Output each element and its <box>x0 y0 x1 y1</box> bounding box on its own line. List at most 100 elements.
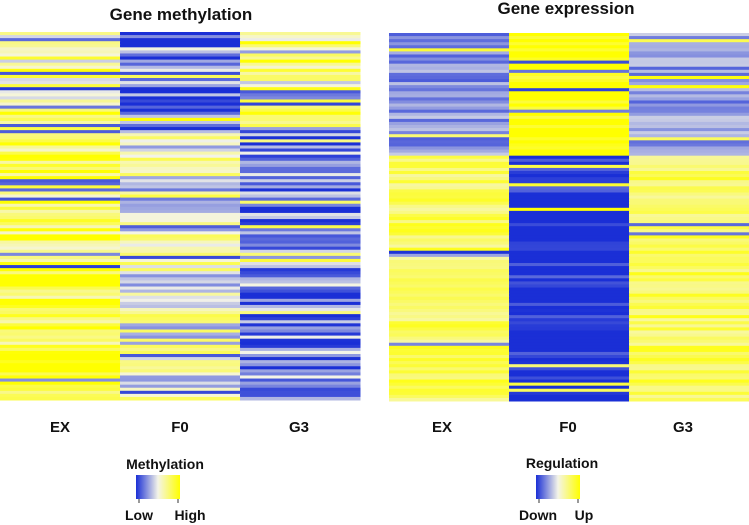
heatmap-cell <box>0 317 121 321</box>
heatmap-cell <box>509 94 630 98</box>
heatmap-cell <box>0 258 121 263</box>
heatmap-cell <box>0 384 121 389</box>
heatmap-cell <box>509 213 630 218</box>
heatmap-cell <box>629 118 749 123</box>
heatmap-cell <box>629 75 749 80</box>
heatmap-cell <box>509 287 630 292</box>
heatmap-cell <box>389 140 510 144</box>
heatmap-cell <box>0 381 121 386</box>
heatmap-cell <box>629 134 749 138</box>
heatmap-cell <box>120 222 241 226</box>
heatmap-cell <box>240 298 361 303</box>
heatmap-cell <box>509 75 630 80</box>
heatmap-cell <box>0 357 121 361</box>
heatmap-cell <box>0 341 121 346</box>
heatmap-cell <box>509 106 630 111</box>
heatmap-cell <box>509 305 630 310</box>
heatmap-cell <box>0 163 121 168</box>
heatmap-cell <box>509 220 630 224</box>
heatmap-cell <box>120 32 241 36</box>
heatmap-cell <box>0 314 121 318</box>
heatmap-cell <box>509 269 630 273</box>
heatmap-cell <box>389 361 510 365</box>
heatmap-cell <box>389 60 510 65</box>
heatmap-cell <box>509 309 630 313</box>
heatmap-cell <box>0 188 121 192</box>
heatmap-cell <box>240 127 361 131</box>
heatmap-cell <box>240 170 361 174</box>
heatmap-cell <box>0 222 121 226</box>
heatmap-cell <box>0 120 121 125</box>
heatmap-cell <box>240 329 361 334</box>
heatmap-cell <box>629 57 749 62</box>
heatmap-cell <box>120 117 241 122</box>
heatmap-cell <box>0 304 121 309</box>
heatmap-cell <box>120 363 241 367</box>
heatmap-cell <box>509 82 630 86</box>
heatmap-cell <box>509 183 630 187</box>
heatmap-cell <box>0 372 121 376</box>
heatmap-cell <box>389 167 510 172</box>
heatmap-cell <box>0 338 121 343</box>
expression-col-f0: F0 <box>559 419 577 436</box>
heatmap-cell <box>120 249 241 254</box>
heatmap-cell <box>120 387 241 392</box>
heatmap-cell <box>389 312 510 316</box>
heatmap-cell <box>0 96 121 100</box>
heatmap-cell <box>120 262 241 266</box>
heatmap-cell <box>389 364 510 368</box>
heatmap-cell <box>120 366 241 370</box>
heatmap-cell <box>509 266 630 270</box>
heatmap-cell <box>120 237 241 242</box>
heatmap-cell <box>629 385 749 390</box>
heatmap-cell <box>240 179 361 183</box>
heatmap-cell <box>240 393 361 398</box>
heatmap-cell <box>120 295 241 300</box>
heatmap-cell <box>389 33 510 37</box>
heatmap-cell <box>509 164 630 169</box>
heatmap-cell <box>629 72 749 77</box>
heatmap-cell <box>629 238 749 243</box>
heatmap-cell <box>389 204 510 209</box>
heatmap-cell <box>240 209 361 214</box>
heatmap-cell <box>240 44 361 48</box>
heatmap-cell <box>0 136 121 140</box>
heatmap-cell <box>0 53 121 58</box>
heatmap-cell <box>389 112 510 117</box>
heatmap-cell <box>629 109 749 114</box>
heatmap-cell <box>509 284 630 289</box>
heatmap-cell <box>509 256 630 261</box>
heatmap-cell <box>629 256 749 261</box>
heatmap-cell <box>120 286 241 291</box>
heatmap-cell <box>240 71 361 76</box>
heatmap-cell <box>240 188 361 192</box>
heatmap-cell <box>389 137 510 141</box>
heatmap-cell <box>120 240 241 245</box>
expression-legend-up: Up <box>575 507 594 523</box>
heatmap-cell <box>389 51 510 55</box>
heatmap-cell <box>389 85 510 89</box>
heatmap-cell <box>0 246 121 251</box>
heatmap-cell <box>629 54 749 59</box>
heatmap-cell <box>509 161 630 166</box>
heatmap-cell <box>0 151 121 156</box>
heatmap-cell <box>120 127 241 131</box>
heatmap-cell <box>509 36 630 40</box>
heatmap-cell <box>629 391 749 396</box>
heatmap-cell <box>389 134 510 138</box>
heatmap-cell <box>120 369 241 373</box>
heatmap-cell <box>389 106 510 111</box>
heatmap-cell <box>629 223 749 227</box>
heatmap-cell <box>120 44 241 48</box>
heatmap-cell <box>120 145 241 150</box>
heatmap-cell <box>240 145 361 150</box>
heatmap-cell <box>0 216 121 220</box>
heatmap-cell <box>389 97 510 101</box>
heatmap-cell <box>0 219 121 223</box>
heatmap-cell <box>509 140 630 144</box>
heatmap-cell <box>120 216 241 220</box>
heatmap-cell <box>0 301 121 306</box>
heatmap-cell <box>240 151 361 156</box>
heatmap-cell <box>0 90 121 94</box>
heatmap-cell <box>509 370 630 374</box>
